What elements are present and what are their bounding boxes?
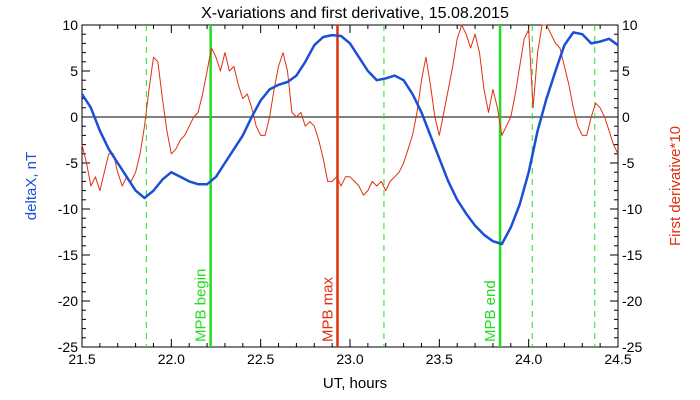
series-group	[80, 24, 619, 246]
y-tick-label-right: -10	[622, 201, 642, 217]
y-tick-label-right: -15	[622, 247, 642, 263]
x-tick-label: 23.0	[336, 351, 363, 367]
y-tick-label-right: 0	[622, 109, 630, 125]
y-tick-label-right: -25	[622, 339, 642, 355]
x-axis: 21.5 22.0 22.5 23.0 23.5 24.0 24.5	[68, 25, 632, 367]
mpb-marker-lines	[209, 25, 502, 347]
y-tick-label-right: -5	[622, 155, 635, 171]
x-tick-label: 24.5	[604, 351, 631, 367]
y-tick-label-left: 10	[62, 17, 78, 33]
y-tick-label-right: 5	[622, 63, 630, 79]
marker-label: MPB begin	[193, 269, 210, 342]
series-line-derivative	[81, 24, 619, 196]
x-tick-label: 22.0	[158, 351, 185, 367]
y-tick-label-left: -10	[58, 201, 78, 217]
x-tick-label: 24.0	[515, 351, 542, 367]
marker-label: MPB end	[482, 280, 499, 342]
y-tick-label-left: -25	[58, 339, 78, 355]
marker-label: MPB max	[319, 276, 336, 342]
chart-title: X-variations and first derivative, 15.08…	[201, 5, 509, 22]
x-tick-label: 23.5	[426, 351, 453, 367]
y-tick-label-left: -15	[58, 247, 78, 263]
x-tick-label: 22.5	[247, 351, 274, 367]
y-tick-label-left: -20	[58, 293, 78, 309]
y-tick-label-right: 10	[622, 17, 638, 33]
y-axis-left: 10 5 0 -5 -10 -15 -20 -25	[58, 17, 90, 355]
y-axis-right: 10 5 0 -5 -10 -15 -20 -25	[610, 17, 642, 355]
y-axis-left-label: deltaX, nT	[23, 152, 40, 220]
x-tick-label: 21.5	[68, 351, 95, 367]
x-axis-label: UT, hours	[323, 375, 387, 392]
y-axis-right-label: First derivative*10	[667, 126, 684, 246]
series-line-deltax	[80, 31, 619, 246]
mpb-marker-labels: MPB begin MPB max MPB end	[193, 269, 499, 342]
y-tick-label-left: 5	[70, 63, 78, 79]
y-tick-label-right: -20	[622, 293, 642, 309]
y-tick-label-left: -5	[66, 155, 79, 171]
y-tick-label-left: 0	[70, 109, 78, 125]
plot-frame	[81, 24, 619, 348]
